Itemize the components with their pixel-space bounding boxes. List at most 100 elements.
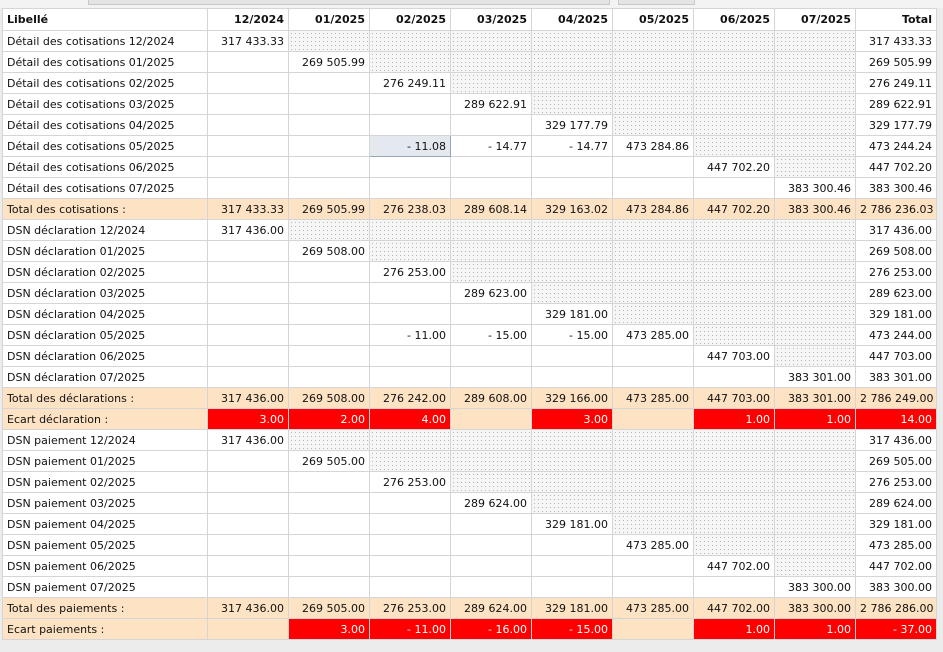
table-cell[interactable] bbox=[450, 240, 532, 262]
table-cell[interactable] bbox=[531, 429, 613, 451]
table-cell[interactable] bbox=[369, 492, 451, 514]
table-cell[interactable]: 383 300.46 bbox=[774, 177, 856, 199]
table-cell[interactable] bbox=[612, 408, 694, 430]
table-cell[interactable] bbox=[774, 303, 856, 325]
total-cell[interactable]: 473 244.24 bbox=[855, 135, 937, 157]
table-cell[interactable] bbox=[288, 72, 370, 94]
table-cell[interactable] bbox=[207, 618, 289, 640]
table-cell[interactable] bbox=[288, 429, 370, 451]
total-cell[interactable]: 276 249.11 bbox=[855, 72, 937, 94]
table-cell[interactable] bbox=[693, 30, 775, 52]
table-cell[interactable] bbox=[207, 534, 289, 556]
table-cell[interactable] bbox=[612, 345, 694, 367]
table-cell[interactable]: 2.00 bbox=[288, 408, 370, 430]
table-cell[interactable] bbox=[612, 429, 694, 451]
table-cell[interactable] bbox=[612, 30, 694, 52]
table-cell[interactable]: 383 300.00 bbox=[774, 597, 856, 619]
table-cell[interactable]: 289 624.00 bbox=[450, 597, 532, 619]
table-cell[interactable] bbox=[207, 576, 289, 598]
toolbar-tab[interactable] bbox=[618, 0, 695, 5]
table-cell[interactable] bbox=[531, 576, 613, 598]
table-cell[interactable] bbox=[369, 282, 451, 304]
table-cell[interactable] bbox=[450, 177, 532, 199]
table-cell[interactable] bbox=[288, 492, 370, 514]
table-cell[interactable]: 473 285.00 bbox=[612, 597, 694, 619]
table-cell[interactable] bbox=[531, 555, 613, 577]
table-cell[interactable] bbox=[612, 156, 694, 178]
table-cell[interactable] bbox=[369, 156, 451, 178]
total-cell[interactable]: 276 253.00 bbox=[855, 261, 937, 283]
total-cell[interactable]: 289 623.00 bbox=[855, 282, 937, 304]
table-cell[interactable] bbox=[693, 471, 775, 493]
total-cell[interactable]: 447 702.00 bbox=[855, 555, 937, 577]
column-header-month[interactable]: 01/2025 bbox=[288, 8, 370, 31]
table-cell[interactable] bbox=[369, 513, 451, 535]
table-cell[interactable]: 473 285.00 bbox=[612, 324, 694, 346]
table-cell[interactable] bbox=[207, 261, 289, 283]
table-cell[interactable] bbox=[450, 30, 532, 52]
table-cell[interactable]: 276 253.00 bbox=[369, 261, 451, 283]
table-cell[interactable] bbox=[288, 471, 370, 493]
table-cell[interactable]: 473 284.86 bbox=[612, 135, 694, 157]
table-cell[interactable] bbox=[774, 471, 856, 493]
table-cell[interactable]: - 14.77 bbox=[531, 135, 613, 157]
table-cell[interactable] bbox=[450, 576, 532, 598]
table-cell[interactable]: 276 253.00 bbox=[369, 597, 451, 619]
table-cell[interactable]: 1.00 bbox=[693, 408, 775, 430]
table-cell[interactable] bbox=[207, 72, 289, 94]
table-cell[interactable] bbox=[207, 555, 289, 577]
table-cell[interactable]: 329 163.02 bbox=[531, 198, 613, 220]
table-cell[interactable] bbox=[288, 114, 370, 136]
table-cell[interactable] bbox=[450, 303, 532, 325]
table-cell[interactable]: 329 177.79 bbox=[531, 114, 613, 136]
column-header-label[interactable]: Libellé bbox=[2, 8, 208, 31]
table-cell[interactable] bbox=[450, 219, 532, 241]
table-cell[interactable] bbox=[693, 492, 775, 514]
table-cell[interactable] bbox=[288, 513, 370, 535]
table-cell[interactable] bbox=[450, 429, 532, 451]
table-cell[interactable] bbox=[207, 366, 289, 388]
table-cell[interactable] bbox=[450, 72, 532, 94]
table-cell[interactable] bbox=[612, 555, 694, 577]
table-cell[interactable] bbox=[774, 93, 856, 115]
table-cell[interactable]: 447 703.00 bbox=[693, 345, 775, 367]
table-cell[interactable] bbox=[612, 492, 694, 514]
table-cell[interactable]: 289 623.00 bbox=[450, 282, 532, 304]
table-cell[interactable] bbox=[369, 177, 451, 199]
total-cell[interactable]: 289 622.91 bbox=[855, 93, 937, 115]
table-cell[interactable]: - 11.00 bbox=[369, 618, 451, 640]
table-cell[interactable] bbox=[369, 114, 451, 136]
table-cell[interactable] bbox=[774, 219, 856, 241]
table-cell[interactable] bbox=[207, 156, 289, 178]
table-cell[interactable] bbox=[531, 93, 613, 115]
table-cell[interactable] bbox=[612, 450, 694, 472]
table-cell[interactable] bbox=[207, 240, 289, 262]
table-cell[interactable] bbox=[369, 219, 451, 241]
table-cell[interactable] bbox=[774, 513, 856, 535]
table-cell[interactable] bbox=[774, 429, 856, 451]
table-cell[interactable] bbox=[774, 240, 856, 262]
table-cell[interactable]: 317 436.00 bbox=[207, 597, 289, 619]
table-cell[interactable]: 383 301.00 bbox=[774, 366, 856, 388]
table-cell[interactable] bbox=[450, 534, 532, 556]
table-cell[interactable] bbox=[774, 324, 856, 346]
table-cell[interactable]: 276 238.03 bbox=[369, 198, 451, 220]
table-cell[interactable] bbox=[369, 51, 451, 73]
table-cell[interactable] bbox=[531, 345, 613, 367]
table-cell[interactable] bbox=[612, 51, 694, 73]
table-cell[interactable] bbox=[207, 345, 289, 367]
table-cell[interactable] bbox=[450, 366, 532, 388]
total-cell[interactable]: 383 301.00 bbox=[855, 366, 937, 388]
total-cell[interactable]: 269 505.00 bbox=[855, 450, 937, 472]
table-cell[interactable]: 269 505.00 bbox=[288, 597, 370, 619]
table-cell[interactable] bbox=[207, 303, 289, 325]
table-cell[interactable]: 1.00 bbox=[774, 618, 856, 640]
total-cell[interactable]: 329 181.00 bbox=[855, 513, 937, 535]
table-cell[interactable] bbox=[693, 135, 775, 157]
total-cell[interactable]: 447 703.00 bbox=[855, 345, 937, 367]
total-cell[interactable]: 317 436.00 bbox=[855, 219, 937, 241]
table-cell[interactable] bbox=[612, 576, 694, 598]
column-header-month[interactable]: 05/2025 bbox=[612, 8, 694, 31]
table-cell[interactable] bbox=[774, 156, 856, 178]
table-cell[interactable] bbox=[693, 576, 775, 598]
